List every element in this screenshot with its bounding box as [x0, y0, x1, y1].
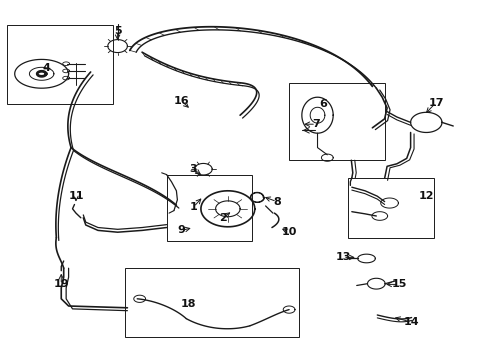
- Text: 9: 9: [177, 225, 185, 235]
- Text: 18: 18: [181, 299, 196, 309]
- Text: 11: 11: [68, 191, 84, 201]
- Text: 14: 14: [404, 317, 419, 327]
- Text: 16: 16: [173, 96, 189, 106]
- Text: 15: 15: [392, 279, 407, 289]
- Text: 3: 3: [190, 164, 197, 174]
- Bar: [125, 268, 299, 337]
- Text: 17: 17: [428, 98, 444, 108]
- Text: 8: 8: [273, 197, 281, 207]
- Text: 4: 4: [43, 63, 50, 73]
- Bar: [348, 178, 434, 238]
- Text: 10: 10: [281, 227, 297, 237]
- Bar: [7, 25, 113, 104]
- Text: 7: 7: [312, 119, 320, 129]
- Text: 5: 5: [114, 26, 122, 36]
- Text: 2: 2: [219, 213, 227, 223]
- Text: 19: 19: [53, 279, 69, 289]
- Bar: [167, 175, 252, 241]
- Text: 12: 12: [418, 191, 434, 201]
- Text: 6: 6: [319, 99, 327, 109]
- Text: 13: 13: [335, 252, 351, 262]
- Text: 1: 1: [190, 202, 197, 212]
- Bar: [289, 83, 385, 160]
